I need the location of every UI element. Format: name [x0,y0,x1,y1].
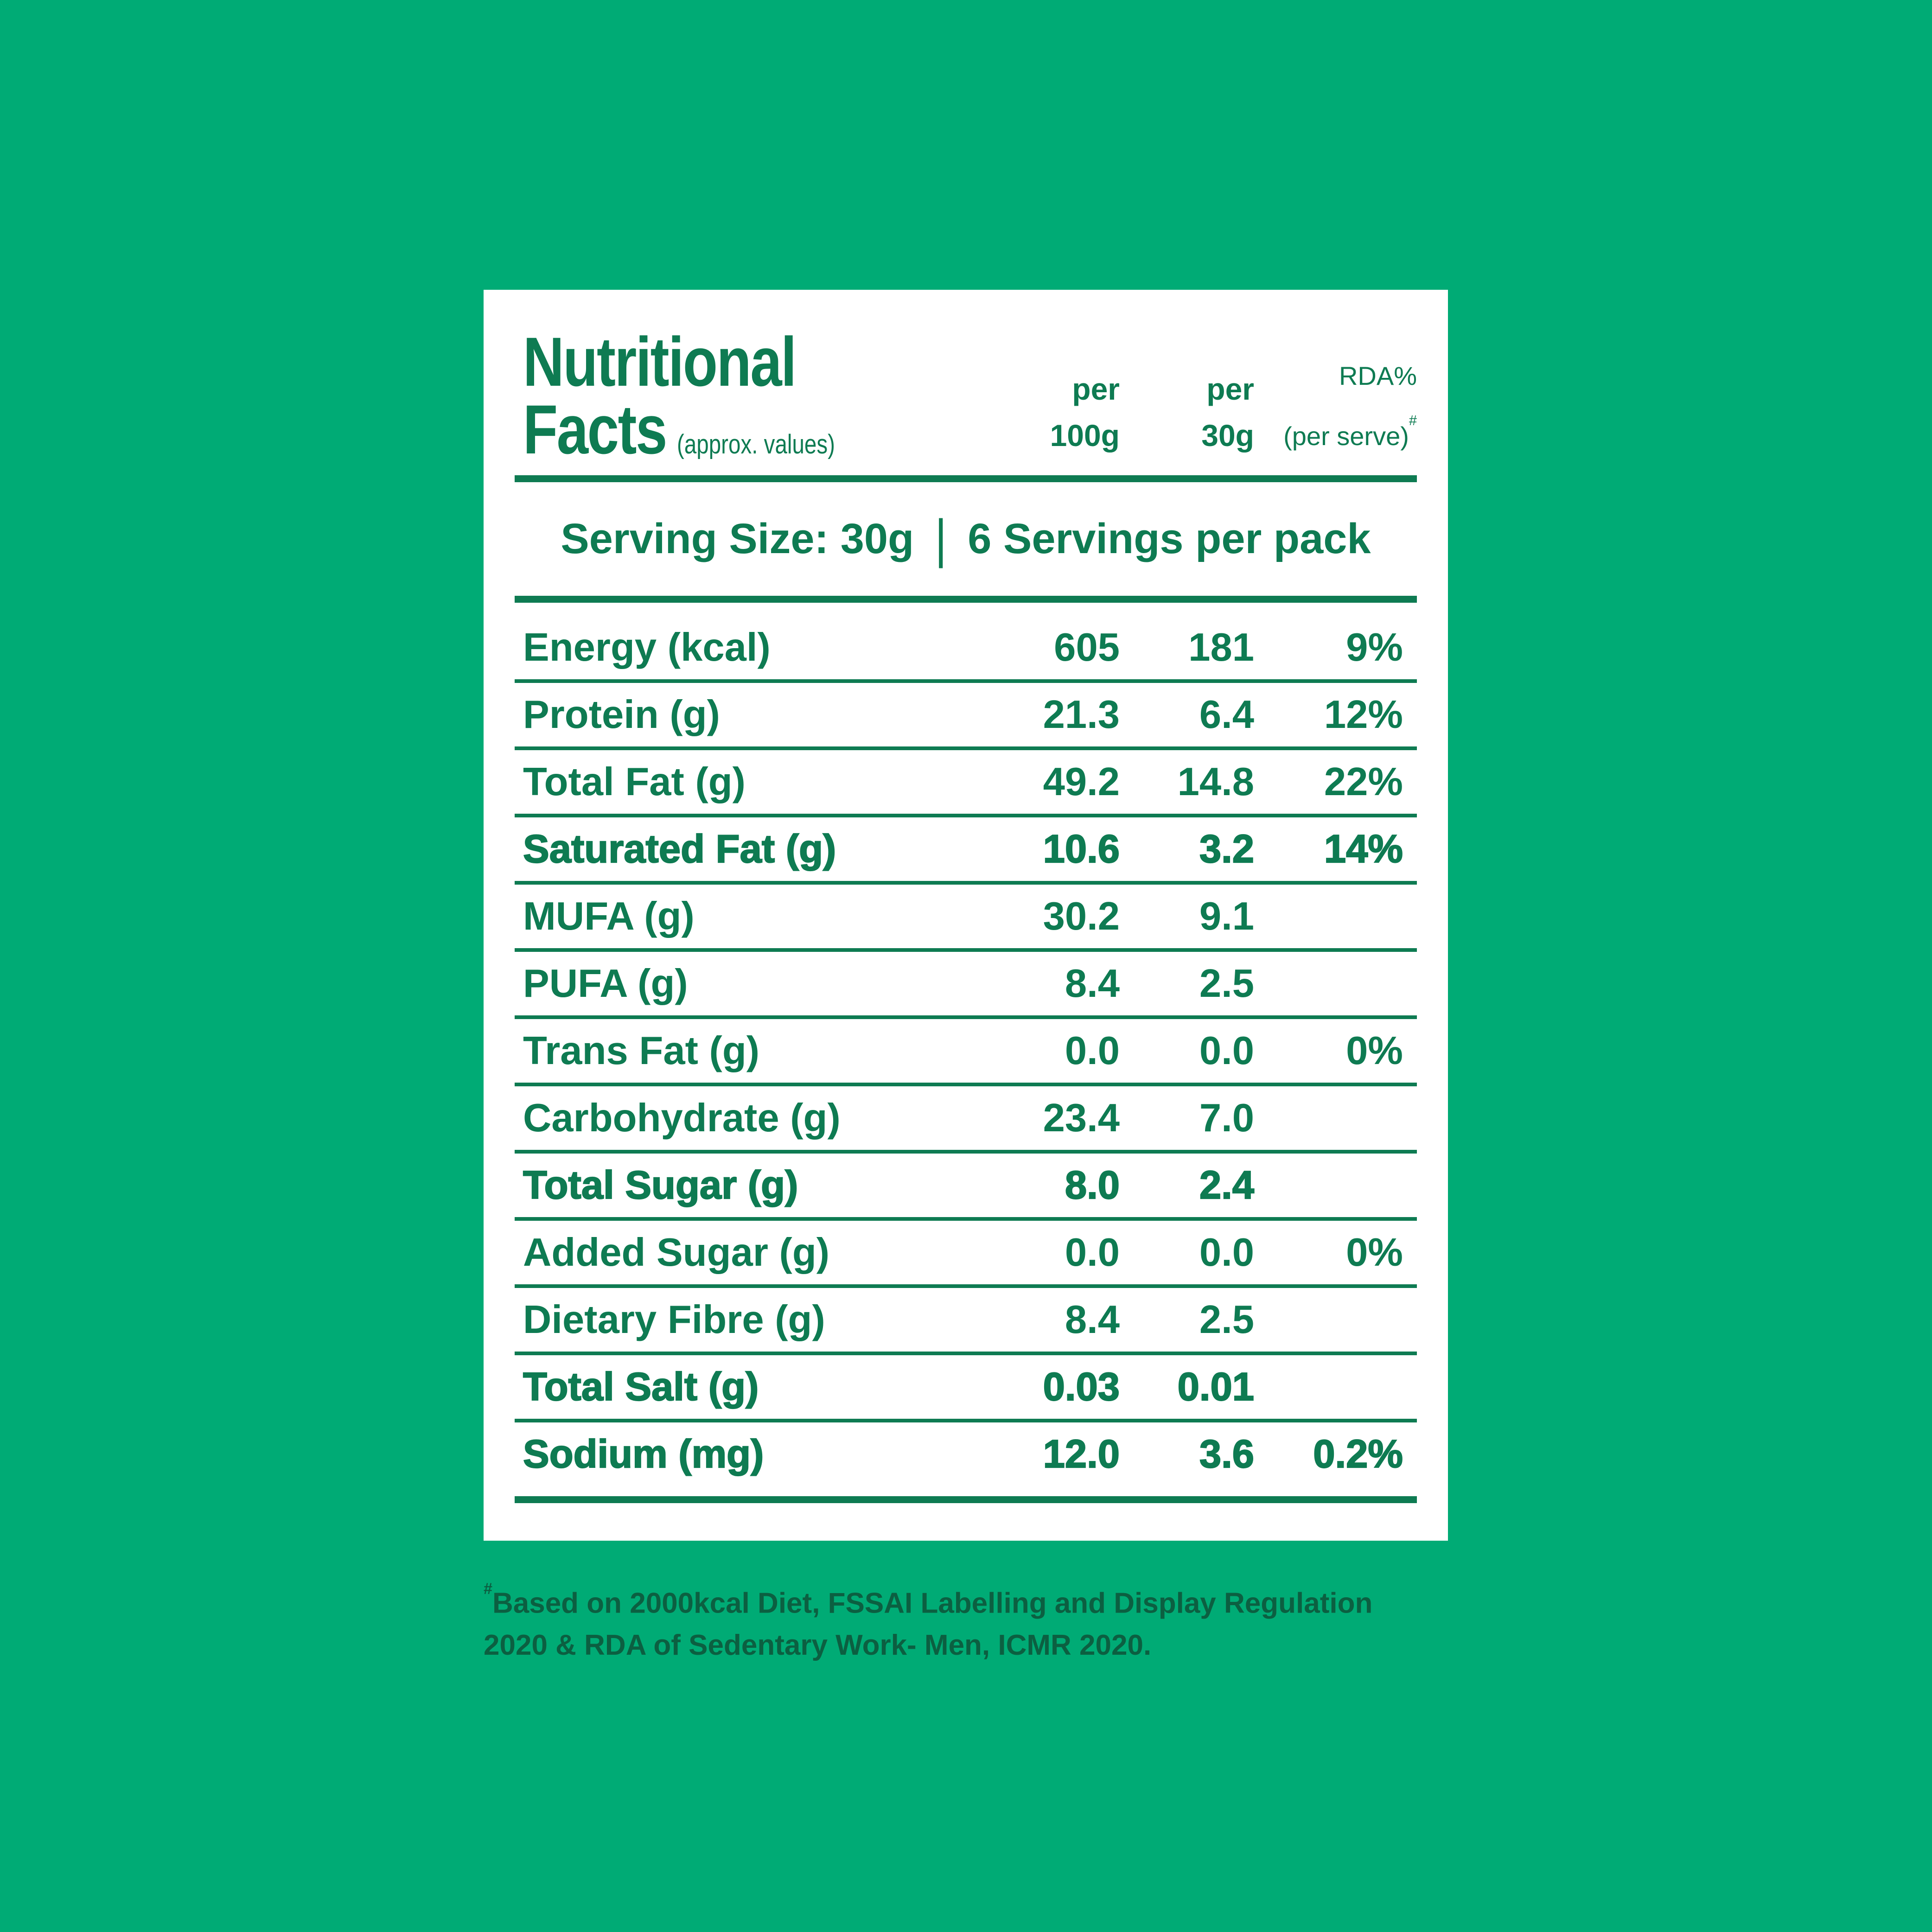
value-per-30g: 2.5 [1199,961,1254,1006]
value-per-30g: 2.4 [1199,1162,1255,1207]
value-per-30g: 0.01 [1177,1364,1255,1409]
table-row: PUFA (g) 8.4 2.5 [515,952,1417,1019]
page-title: Nutritional Facts (approx. values) [523,323,898,468]
table-row: Total Sugar (g) 8.0 2.4 [515,1154,1417,1221]
serving-divider: | [935,509,947,569]
footnote: #Based on 2000kcal Diet, FSSAI Labelling… [484,1568,1550,1666]
value-per-30g: 181 [1188,625,1254,670]
value-per-100g: 8.4 [1065,1297,1120,1342]
table-row: Sodium (mg) 12.0 3.6 0.2% [515,1422,1417,1486]
table-row: Carbohydrate (g) 23.4 7.0 [515,1086,1417,1154]
footnote-line-2: 2020 & RDA of Sedentary Work- Men, ICMR … [484,1629,1152,1661]
value-per-100g: 10.6 [1042,826,1120,871]
value-per-100g: 12.0 [1042,1431,1120,1476]
value-per-100g: 8.4 [1065,961,1120,1006]
value-rda-percent: 9% [1346,625,1403,670]
nutrient-name: Total Fat (g) [523,759,746,804]
value-per-100g: 8.0 [1065,1162,1120,1207]
nutrient-name: Added Sugar (g) [523,1230,830,1275]
table-row: Total Salt (g) 0.03 0.01 [515,1355,1417,1422]
value-per-100g: 23.4 [1043,1096,1120,1140]
table-row: MUFA (g) 30.2 9.1 [515,885,1417,952]
value-rda-percent: 0% [1346,1230,1403,1275]
value-per-100g: 49.2 [1043,759,1120,804]
table-row: Energy (kcal) 605 181 9% [515,616,1417,683]
title-note: (approx. values) [676,429,835,459]
nutrient-name: Sodium (mg) [523,1431,765,1476]
value-per-30g: 3.2 [1199,826,1255,871]
nutrient-name: Saturated Fat (g) [523,826,837,871]
servings-per-pack: 6 Servings per pack [968,515,1371,562]
table-end-bar [515,1496,1417,1503]
nutrient-name: Dietary Fibre (g) [523,1297,825,1342]
title-line-2: Facts [523,390,667,468]
value-per-100g: 0.0 [1065,1230,1120,1275]
column-header-per-100g: per 100g [1050,372,1120,453]
table-row: Trans Fat (g) 0.0 0.0 0% [515,1019,1417,1086]
footnote-marker: # [1409,412,1417,428]
serving-info: Serving Size: 30g | 6 Servings per pack [484,482,1448,596]
value-per-30g: 9.1 [1199,894,1254,938]
footnote-marker: # [484,1580,492,1598]
facts-table: Energy (kcal) 605 181 9% Protein (g) 21.3 6.4 1… [515,603,1417,1496]
column-header-rda: RDA% (per serve)# [1283,361,1417,451]
nutrient-name: Total Salt (g) [523,1364,759,1409]
value-per-100g: 30.2 [1043,894,1120,938]
nutrient-name: Protein (g) [523,692,720,737]
nutrient-name: PUFA (g) [523,961,688,1006]
value-per-30g: 0.0 [1199,1028,1254,1073]
table-row: Protein (g) 21.3 6.4 12% [515,683,1417,750]
value-per-30g: 0.0 [1199,1230,1254,1275]
title-line-1: Nutritional [523,323,797,401]
table-row: Saturated Fat (g) 10.6 3.2 14% [515,817,1417,885]
value-per-30g: 14.8 [1177,759,1254,804]
value-per-30g: 3.6 [1199,1431,1255,1476]
table-row: Dietary Fibre (g) 8.4 2.5 [515,1288,1417,1355]
nutrition-facts-card: Nutritional Facts (approx. values) per 1… [484,290,1448,1541]
header: Nutritional Facts (approx. values) per 1… [484,290,1448,475]
header-divider-bar [515,475,1417,482]
nutrient-name: MUFA (g) [523,894,695,938]
value-per-30g: 6.4 [1199,692,1254,737]
nutrient-name: Carbohydrate (g) [523,1096,841,1140]
value-rda-percent: 22% [1324,759,1403,804]
value-rda-percent: 14% [1324,826,1403,871]
serving-divider-bar [515,596,1417,603]
nutrient-name: Energy (kcal) [523,625,771,670]
table-row: Total Fat (g) 49.2 14.8 22% [515,750,1417,817]
value-per-100g: 0.0 [1065,1028,1120,1073]
value-rda-percent: 0% [1346,1028,1403,1073]
footnote-line-1: Based on 2000kcal Diet, FSSAI Labelling … [492,1587,1373,1620]
value-per-100g: 21.3 [1043,692,1120,737]
value-per-100g: 0.03 [1042,1364,1120,1409]
value-rda-percent: 12% [1324,692,1403,737]
value-per-30g: 2.5 [1199,1297,1254,1342]
serving-size: Serving Size: 30g [561,515,914,562]
nutrient-name: Total Sugar (g) [523,1162,799,1207]
value-rda-percent: 0.2% [1313,1431,1403,1476]
nutrient-name: Trans Fat (g) [523,1028,760,1073]
value-per-30g: 7.0 [1199,1096,1254,1140]
value-per-100g: 605 [1054,625,1120,670]
table-row: Added Sugar (g) 0.0 0.0 0% [515,1221,1417,1288]
column-header-per-30g: per 30g [1201,372,1254,453]
